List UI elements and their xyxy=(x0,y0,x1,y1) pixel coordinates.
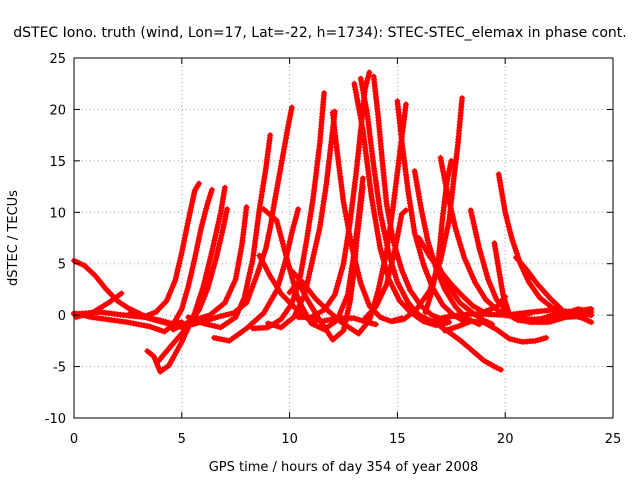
x-tick-label: 5 xyxy=(178,432,186,447)
series-38 xyxy=(534,306,595,323)
series-markers xyxy=(437,323,504,373)
y-tick-label: 15 xyxy=(49,155,66,170)
series-markers xyxy=(329,109,405,325)
y-tick-label: 20 xyxy=(49,103,66,118)
y-tick-label: 10 xyxy=(49,206,66,221)
series-10 xyxy=(211,206,302,344)
y-tick-label: -10 xyxy=(45,412,66,427)
y-tick-label: 5 xyxy=(58,258,66,273)
series-21 xyxy=(329,109,405,325)
series-markers xyxy=(357,75,466,325)
series-markers xyxy=(170,204,250,333)
series-markers xyxy=(211,206,302,344)
y-tick-label: -5 xyxy=(53,361,66,376)
series-5 xyxy=(144,184,228,375)
y-tick-label: 25 xyxy=(49,52,66,67)
series-markers xyxy=(185,132,274,331)
x-tick-label: 10 xyxy=(281,432,298,447)
series-markers xyxy=(155,206,231,365)
x-tick-label: 20 xyxy=(497,432,514,447)
series-markers xyxy=(249,90,328,332)
series-4 xyxy=(71,180,202,321)
series-markers xyxy=(144,184,228,375)
y-tick-label: 0 xyxy=(58,309,66,324)
series-23 xyxy=(362,207,409,322)
x-tick-label: 25 xyxy=(605,432,622,447)
series-6 xyxy=(155,206,231,365)
series-markers xyxy=(534,306,595,323)
series-17 xyxy=(286,101,409,337)
series-trace xyxy=(71,181,202,320)
series-30 xyxy=(467,207,595,325)
series-29 xyxy=(416,235,509,316)
x-axis-label: GPS time / hours of day 354 of year 2008 xyxy=(209,460,479,475)
series-trace xyxy=(144,185,228,375)
tick-layer: 0 5 10 15 20 25 -10 -5 0 5 10 15 20 25 xyxy=(45,52,622,447)
series-31 xyxy=(495,171,595,326)
series-markers xyxy=(513,254,565,312)
chart-title: dSTEC Iono. truth (wind, Lon=17, Lat=-22… xyxy=(13,25,626,41)
y-axis-label: dSTEC / TECUs xyxy=(6,190,21,286)
series-8 xyxy=(185,132,274,331)
series-layer xyxy=(71,69,595,375)
series-markers xyxy=(362,207,409,322)
series-13 xyxy=(249,90,328,332)
plot-frame xyxy=(73,57,614,419)
series-9 xyxy=(170,204,250,333)
series-36 xyxy=(437,323,504,373)
x-tick-label: 0 xyxy=(70,432,78,447)
x-tick-label: 15 xyxy=(389,432,406,447)
series-33 xyxy=(513,254,565,312)
